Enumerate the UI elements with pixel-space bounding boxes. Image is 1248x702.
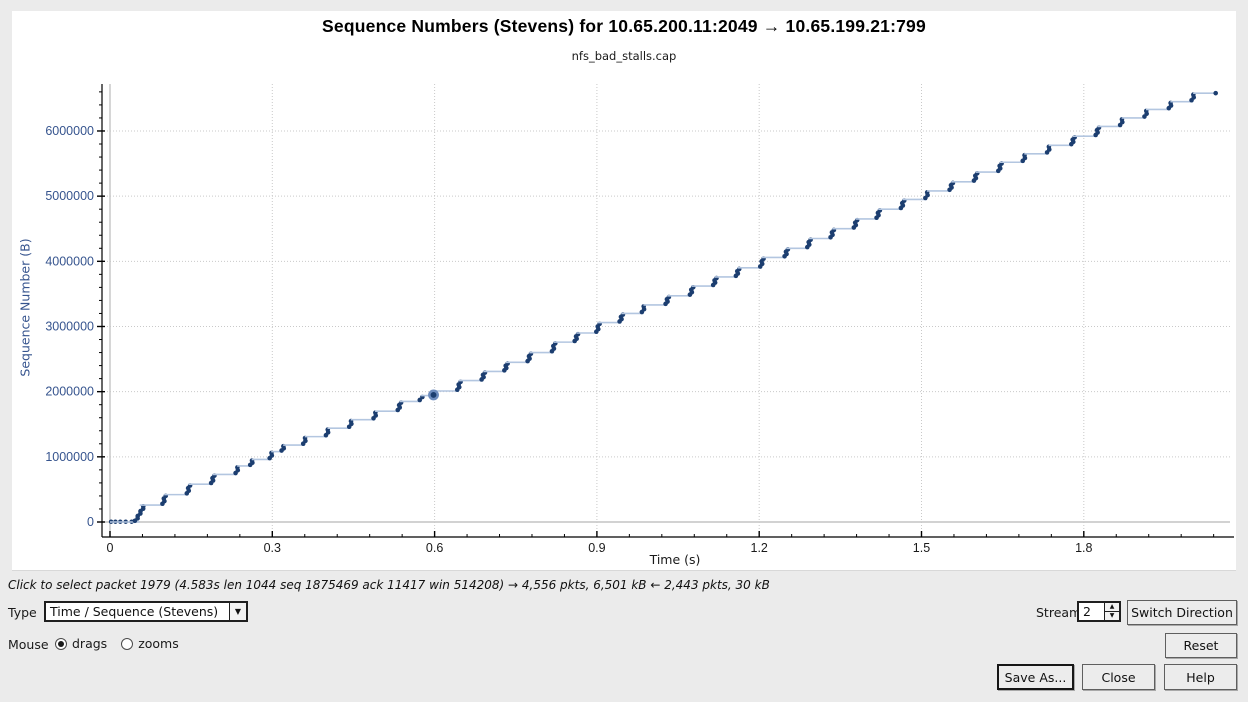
chart-panel: Sequence Numbers (Stevens) for 10.65.200… [12, 11, 1236, 571]
mouse-label: Mouse [8, 637, 49, 652]
stream-label: Stream [1036, 605, 1082, 620]
graph-type-value: Time / Sequence (Stevens) [50, 604, 219, 619]
svg-text:4000000: 4000000 [45, 254, 94, 268]
graph-type-combobox[interactable]: Time / Sequence (Stevens) ▼ [44, 601, 248, 622]
svg-text:2000000: 2000000 [45, 385, 94, 399]
help-button[interactable]: Help [1164, 664, 1237, 690]
svg-text:1.5: 1.5 [913, 541, 930, 555]
radio-selected-icon[interactable] [55, 637, 67, 650]
switch-direction-button[interactable]: Switch Direction [1127, 600, 1237, 625]
radio-zooms-label: zooms [138, 636, 179, 651]
svg-text:1.8: 1.8 [1075, 541, 1092, 555]
type-label: Type [8, 605, 37, 620]
chart-subtitle: nfs_bad_stalls.cap [571, 49, 677, 63]
svg-text:1.2: 1.2 [751, 541, 768, 555]
svg-text:5000000: 5000000 [45, 189, 94, 203]
svg-text:3000000: 3000000 [45, 319, 94, 333]
svg-text:0: 0 [87, 515, 94, 529]
stream-value: 2 [1083, 604, 1091, 619]
plot-svg[interactable]: 0 0.3 0.6 0.9 1.2 1.5 1.8 0 1000000 2000000 300000… [12, 11, 1236, 570]
spin-buttons: ▲ ▼ [1104, 603, 1119, 620]
status-hint-text: Click to select packet 1979 (4.583s len … [8, 578, 770, 592]
svg-text:1000000: 1000000 [45, 450, 94, 464]
chart-title: Sequence Numbers (Stevens) for 10.65.200… [322, 16, 926, 36]
stream-spinbox[interactable]: 2 ▲ ▼ [1077, 601, 1121, 622]
radio-drags[interactable]: drags [55, 636, 107, 651]
svg-text:0.6: 0.6 [426, 541, 443, 555]
radio-drags-label: drags [72, 636, 108, 651]
y-axis-title: Sequence Number (B) [17, 238, 33, 377]
close-button[interactable]: Close [1082, 664, 1155, 690]
x-axis-title: Time (s) [649, 552, 701, 567]
svg-text:0: 0 [107, 541, 114, 555]
radio-unselected-icon[interactable] [121, 637, 134, 650]
chevron-down-icon[interactable]: ▼ [229, 603, 246, 620]
save-as-button[interactable]: Save As... [997, 664, 1074, 690]
mouse-mode-radio-group: drags zooms [55, 636, 179, 651]
radio-zooms[interactable]: zooms [121, 636, 179, 651]
svg-text:6000000: 6000000 [45, 124, 94, 138]
spinner-down-icon[interactable]: ▼ [1105, 612, 1119, 620]
spinner-up-icon[interactable]: ▲ [1105, 603, 1119, 612]
svg-text:0.9: 0.9 [588, 541, 605, 555]
reset-button[interactable]: Reset [1165, 633, 1237, 658]
svg-text:0.3: 0.3 [264, 541, 281, 555]
